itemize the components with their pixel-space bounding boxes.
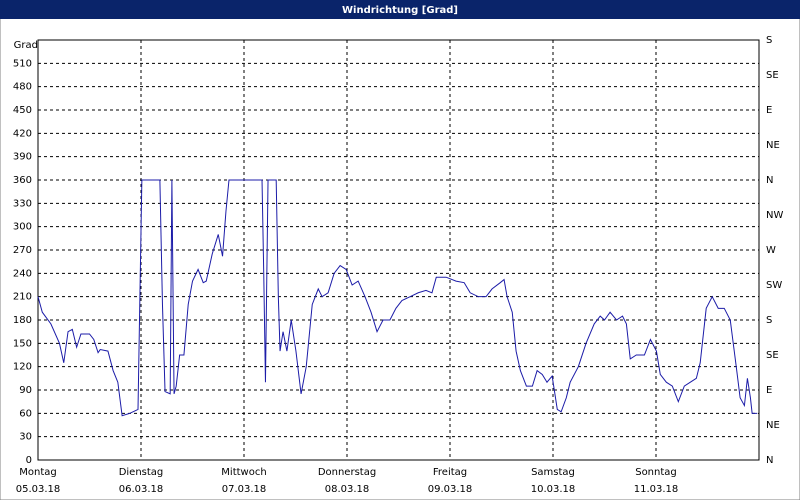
x-tick-date: 09.03.18	[428, 484, 473, 495]
y2-tick-label: NE	[766, 420, 780, 431]
y2-tick-label: SE	[766, 350, 779, 361]
y-tick-label: 270	[13, 245, 32, 256]
y-tick-label: 180	[13, 315, 32, 326]
y-tick-label: 120	[13, 362, 32, 373]
y2-tick-label: N	[766, 175, 773, 186]
y-tick-label: 90	[19, 385, 32, 396]
y-tick-label: 510	[13, 58, 32, 69]
y2-tick-label: E	[766, 105, 772, 116]
y-tick-label: 60	[19, 408, 32, 419]
y2-tick-label: S	[766, 315, 772, 326]
y-tick-label: 150	[13, 338, 32, 349]
x-tick-date: 07.03.18	[222, 484, 267, 495]
y2-tick-label: N	[766, 455, 773, 466]
y2-tick-label: NE	[766, 140, 780, 151]
data-line	[37, 179, 758, 417]
y2-tick-label: W	[766, 245, 776, 256]
y-tick-label: 210	[13, 292, 32, 303]
y-tick-label: 30	[19, 432, 32, 443]
x-tick-label: Freitag	[433, 467, 467, 478]
x-tick-label: Dienstag	[119, 467, 164, 478]
y-tick-label: 420	[13, 128, 32, 139]
y2-tick-label: SE	[766, 70, 779, 81]
x-tick-label: Samstag	[531, 467, 575, 478]
y-tick-label: 450	[13, 105, 32, 116]
y2-tick-label: SW	[766, 280, 782, 291]
y-tick-label: 0	[26, 455, 32, 466]
y2-tick-label: E	[766, 385, 772, 396]
y2-tick-label: NW	[766, 210, 783, 221]
x-tick-label: Sonntag	[635, 467, 677, 478]
x-tick-label: Montag	[19, 467, 56, 478]
y2-tick-label: S	[766, 35, 772, 46]
chart-title: Windrichtung [Grad]	[342, 5, 458, 16]
x-tick-date: 06.03.18	[119, 484, 164, 495]
y-tick-label: 390	[13, 152, 32, 163]
x-tick-label: Mittwoch	[221, 467, 266, 478]
plot-border	[37, 39, 760, 461]
x-tick-date: 10.03.18	[531, 484, 576, 495]
y-tick-label: 480	[13, 82, 32, 93]
y-tick-label: 240	[13, 268, 32, 279]
y-axis-label: Grad	[14, 40, 38, 51]
x-tick-date: 11.03.18	[634, 484, 679, 495]
y-tick-label: 330	[13, 198, 32, 209]
title-bar	[0, 0, 800, 19]
x-tick-date: 08.03.18	[325, 484, 370, 495]
y-tick-label: 300	[13, 222, 32, 233]
y-tick-label: 360	[13, 175, 32, 186]
x-tick-date: 05.03.18	[16, 484, 61, 495]
x-tick-label: Donnerstag	[318, 467, 376, 478]
